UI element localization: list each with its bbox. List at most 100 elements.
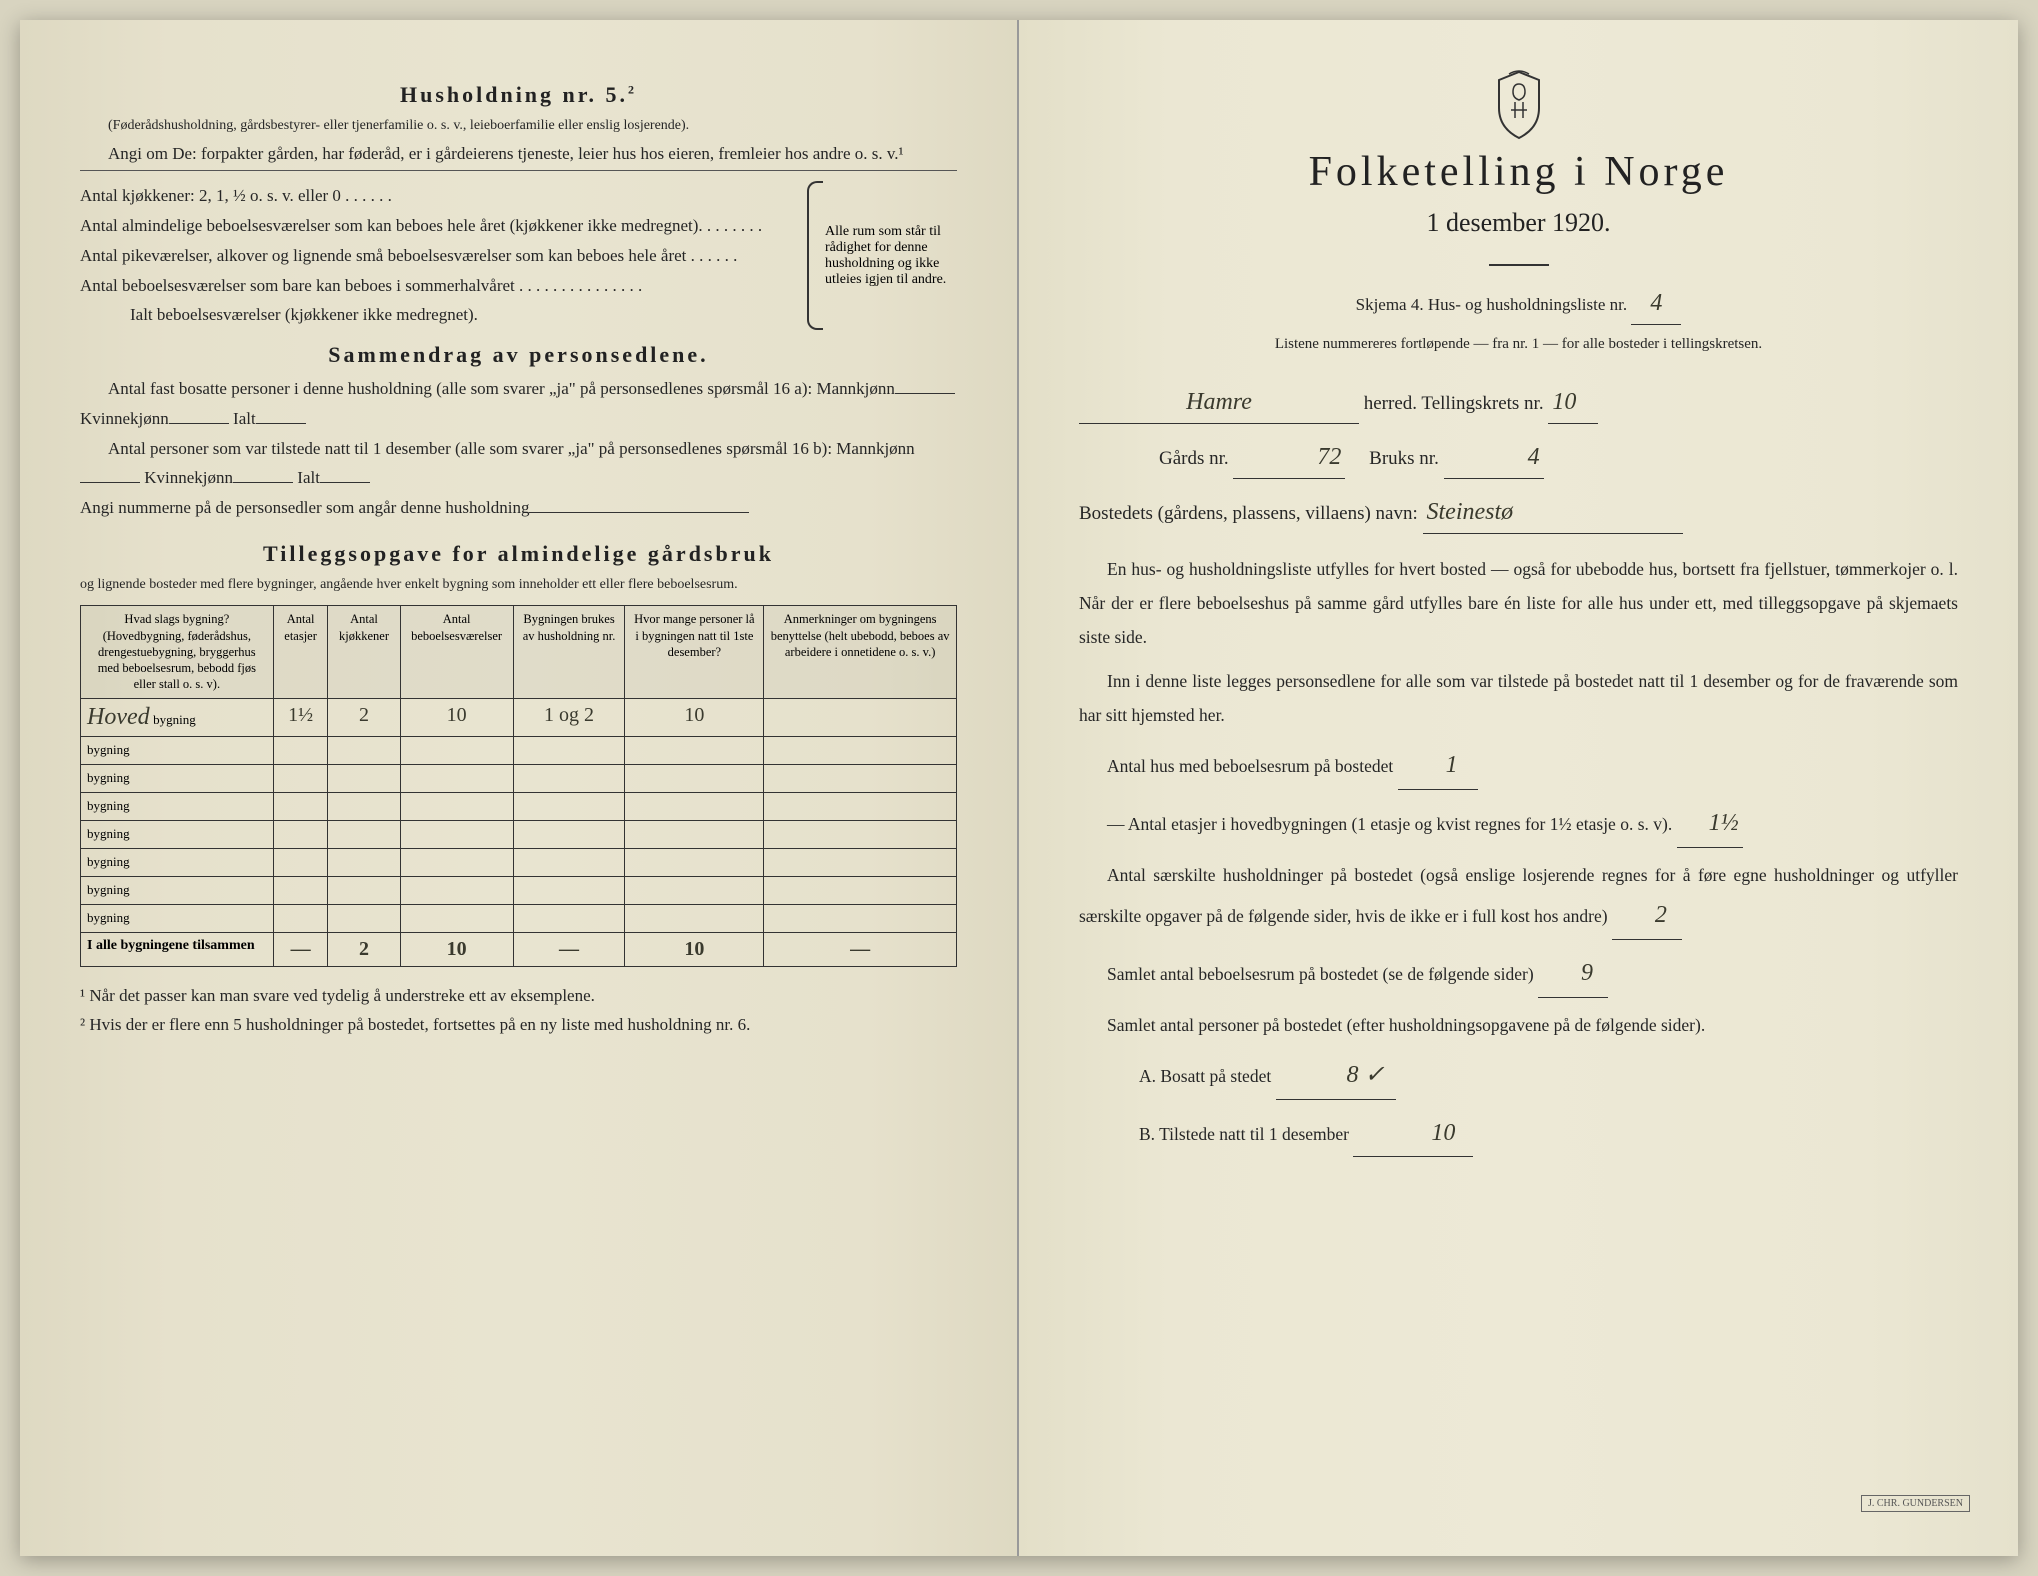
q3-line: Antal særskilte husholdninger på bostede…: [1079, 858, 1958, 940]
samm-line2: Antal personer som var tilstede natt til…: [80, 434, 957, 494]
row-label: bygning: [81, 848, 274, 876]
qA-line: A. Bosatt på stedet 8 ✓: [1079, 1052, 1958, 1100]
krets-value: 10: [1548, 381, 1598, 424]
qB-line: B. Tilstede natt til 1 desember 10: [1079, 1110, 1958, 1158]
buildings-table: Hvad slags bygning? (Hovedbygning, føder…: [80, 605, 957, 966]
listene-note: Listene nummereres fortløpende — fra nr.…: [1079, 331, 1958, 357]
th-beboelsesv: Antal beboelsesværelser: [400, 606, 513, 698]
row-cell: [625, 764, 764, 792]
row-cell: [625, 792, 764, 820]
row-cell: [273, 736, 328, 764]
row-cell: [273, 876, 328, 904]
row-cell: [764, 764, 957, 792]
table-total-row: I alle bygningene tilsammen — 2 10 — 10 …: [81, 932, 957, 966]
title-rule: [1489, 264, 1549, 266]
left-page: Husholdning nr. 5.2 (Føderådshusholdning…: [20, 20, 1019, 1556]
date: 1 desember 1920.: [1079, 200, 1958, 246]
document-spread: Husholdning nr. 5.2 (Føderådshusholdning…: [20, 20, 2018, 1556]
qB-value: 10: [1353, 1110, 1473, 1158]
row-cell: [400, 764, 513, 792]
row-cell: [625, 736, 764, 764]
herred-value: Hamre: [1079, 381, 1359, 424]
row-cell: [273, 904, 328, 932]
th-kjokkener: Antal kjøkkener: [328, 606, 400, 698]
q2-value: 1½: [1677, 800, 1743, 848]
bosted-line: Bostedets (gårdens, plassens, villaens) …: [1079, 491, 1958, 534]
row-cell: [764, 820, 957, 848]
row-cell: [764, 736, 957, 764]
sammendrag-heading: Sammendrag av personsedlene.: [80, 342, 957, 368]
total-label: I alle bygningene tilsammen: [81, 932, 274, 966]
total-c4: 10: [625, 932, 764, 966]
q1-line: Antal hus med beboelsesrum på bostedet 1: [1079, 742, 1958, 790]
intro-angi: Angi om De: forpakter gården, har føderå…: [80, 139, 957, 169]
row-label: bygning: [81, 876, 274, 904]
skjema-line: Skjema 4. Hus- og husholdningsliste nr. …: [1079, 282, 1958, 325]
row-cell: [764, 792, 957, 820]
table-row: bygning: [81, 820, 957, 848]
row-label: bygning: [81, 764, 274, 792]
row-cell: [513, 736, 625, 764]
row-cell: 10: [400, 698, 513, 736]
row-cell: [328, 904, 400, 932]
row-cell: [400, 792, 513, 820]
herred-line: Hamre herred. Tellingskrets nr. 10: [1079, 381, 1958, 424]
right-page: Folketelling i Norge 1 desember 1920. Sk…: [1019, 20, 2018, 1556]
row-cell: [273, 792, 328, 820]
para1: En hus- og husholdningsliste utfylles fo…: [1079, 552, 1958, 654]
row-cell: [273, 820, 328, 848]
row-cell: [273, 764, 328, 792]
table-row: bygning: [81, 876, 957, 904]
q1-value: 1: [1398, 742, 1478, 790]
total-c2: 10: [400, 932, 513, 966]
footnotes: ¹ Når det passer kan man svare ved tydel…: [80, 981, 957, 1041]
row-cell: [400, 820, 513, 848]
total-c1: 2: [328, 932, 400, 966]
table-header-row: Hvad slags bygning? (Hovedbygning, føder…: [81, 606, 957, 698]
row-cell: [400, 904, 513, 932]
row-cell: [328, 764, 400, 792]
row-cell: [400, 848, 513, 876]
table-row: bygning: [81, 904, 957, 932]
samm-line3: Angi nummerne på de personsedler som ang…: [80, 493, 957, 523]
footnote-1: ¹ Når det passer kan man svare ved tydel…: [80, 981, 957, 1011]
q5-line: Samlet antal personer på bostedet (efter…: [1079, 1008, 1958, 1042]
row-cell: [625, 820, 764, 848]
row-cell: [764, 876, 957, 904]
rooms-brace-block: Antal kjøkkener: 2, 1, ½ o. s. v. eller …: [80, 181, 957, 330]
row-cell: [625, 904, 764, 932]
row-cell: 1½: [273, 698, 328, 736]
bruks-value: 4: [1444, 436, 1544, 479]
q3-value: 2: [1612, 892, 1682, 940]
tillegg-heading: Tilleggsopgave for almindelige gårdsbruk: [80, 541, 957, 567]
total-c3: —: [513, 932, 625, 966]
th-etasjer: Antal etasjer: [273, 606, 328, 698]
q4-line: Samlet antal beboelsesrum på bostedet (s…: [1079, 950, 1958, 998]
printer-stamp: J. CHR. GUNDERSEN: [1861, 1495, 1970, 1512]
skjema-value: 4: [1631, 282, 1681, 325]
row-label: bygning: [81, 904, 274, 932]
table-row: Hoved bygning1½2101 og 210: [81, 698, 957, 736]
row-cell: [513, 792, 625, 820]
row-label: bygning: [81, 792, 274, 820]
row-cell: [400, 876, 513, 904]
row-cell: [400, 736, 513, 764]
row-cell: [513, 764, 625, 792]
bosted-value: Steinestø: [1423, 491, 1683, 534]
table-row: bygning: [81, 736, 957, 764]
row-cell: 1 og 2: [513, 698, 625, 736]
brace-note: Alle rum som står til rådighet for denne…: [807, 181, 957, 330]
th-type: Hvad slags bygning? (Hovedbygning, føder…: [81, 606, 274, 698]
table-row: bygning: [81, 848, 957, 876]
th-brukes: Bygningen brukes av husholdning nr.: [513, 606, 625, 698]
row-cell: [513, 876, 625, 904]
body-text: En hus- og husholdningsliste utfylles fo…: [1079, 552, 1958, 1158]
footnote-2: ² Hvis der er flere enn 5 husholdninger …: [80, 1010, 957, 1040]
row-cell: [764, 904, 957, 932]
title: Folketelling i Norge: [1079, 148, 1958, 196]
qA-value: 8 ✓: [1276, 1052, 1396, 1100]
row-label: bygning: [81, 736, 274, 764]
row-cell: [764, 848, 957, 876]
row-cell: [328, 876, 400, 904]
household-heading: Husholdning nr. 5.2: [80, 82, 957, 108]
